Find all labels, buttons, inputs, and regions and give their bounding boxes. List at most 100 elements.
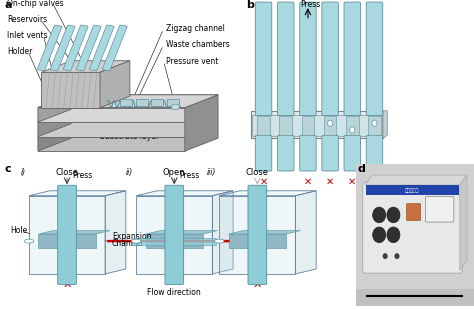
Text: Tinfoil layer: Tinfoil layer [100, 114, 145, 123]
Bar [252, 115, 382, 136]
FancyBboxPatch shape [425, 197, 454, 222]
Bar [346, 116, 359, 135]
Bar [366, 185, 459, 195]
Polygon shape [38, 231, 110, 234]
Circle shape [131, 239, 141, 243]
FancyBboxPatch shape [58, 185, 76, 284]
Circle shape [395, 254, 399, 259]
Text: Press: Press [301, 0, 321, 9]
Polygon shape [38, 109, 71, 137]
FancyBboxPatch shape [63, 25, 88, 71]
Text: a: a [5, 0, 12, 10]
Bar [136, 99, 148, 106]
Bar [301, 116, 314, 135]
Polygon shape [212, 191, 233, 274]
Text: ✕: ✕ [304, 176, 312, 187]
Text: Zigzag channel: Zigzag channel [166, 24, 225, 33]
Text: b: b [246, 0, 255, 10]
Polygon shape [38, 122, 185, 137]
Circle shape [24, 239, 34, 243]
FancyBboxPatch shape [344, 2, 361, 116]
FancyBboxPatch shape [248, 185, 267, 284]
Text: ✕: ✕ [326, 176, 334, 187]
Circle shape [373, 227, 386, 243]
Bar [120, 99, 132, 106]
Bar [356, 164, 474, 289]
Text: Close: Close [246, 167, 269, 176]
Circle shape [372, 120, 377, 126]
Text: Press: Press [72, 171, 92, 180]
FancyBboxPatch shape [322, 135, 338, 171]
Text: Pressure vent: Pressure vent [166, 57, 218, 66]
Text: Reservoirs: Reservoirs [7, 15, 47, 24]
Circle shape [350, 127, 355, 133]
Circle shape [328, 120, 333, 126]
Text: i): i) [20, 167, 26, 176]
Polygon shape [365, 175, 467, 185]
Text: ii): ii) [126, 167, 133, 176]
Polygon shape [38, 95, 218, 108]
Bar [356, 289, 474, 306]
FancyBboxPatch shape [300, 2, 316, 116]
Text: Fluidic layer: Fluidic layer [100, 97, 146, 106]
Polygon shape [38, 137, 185, 151]
Text: Waste chambers: Waste chambers [166, 40, 229, 49]
Text: 压力控制器: 压力控制器 [405, 188, 419, 193]
Bar [152, 99, 163, 106]
Polygon shape [185, 95, 218, 151]
Text: Inlet vents: Inlet vents [7, 31, 48, 40]
Circle shape [383, 254, 387, 259]
Polygon shape [219, 191, 316, 196]
FancyBboxPatch shape [255, 2, 272, 116]
Bar [132, 238, 216, 245]
Text: ✕: ✕ [63, 280, 72, 290]
Bar [368, 116, 381, 135]
Bar [167, 99, 179, 106]
Polygon shape [383, 111, 387, 138]
Text: Press: Press [180, 171, 200, 180]
FancyBboxPatch shape [89, 25, 114, 71]
Polygon shape [41, 61, 130, 72]
Bar [29, 196, 105, 274]
Text: Close: Close [55, 167, 79, 176]
Text: ✕: ✕ [370, 176, 379, 187]
Text: d: d [358, 164, 366, 174]
Text: Hole: Hole [10, 226, 27, 235]
Polygon shape [295, 191, 316, 274]
Text: Holder: Holder [7, 47, 33, 56]
FancyBboxPatch shape [277, 135, 294, 171]
FancyBboxPatch shape [344, 135, 361, 171]
FancyBboxPatch shape [277, 2, 294, 116]
Circle shape [171, 104, 180, 110]
Polygon shape [136, 191, 233, 196]
Polygon shape [146, 231, 218, 234]
FancyBboxPatch shape [322, 2, 338, 116]
Polygon shape [229, 231, 301, 234]
Polygon shape [460, 175, 467, 270]
Polygon shape [41, 72, 100, 108]
Polygon shape [105, 191, 126, 274]
FancyBboxPatch shape [165, 185, 183, 284]
Bar [229, 234, 286, 248]
Bar [257, 116, 270, 135]
FancyBboxPatch shape [102, 25, 127, 71]
FancyBboxPatch shape [300, 135, 316, 171]
Polygon shape [38, 108, 185, 122]
FancyBboxPatch shape [366, 135, 383, 171]
Text: Open: Open [163, 167, 186, 176]
FancyBboxPatch shape [76, 25, 101, 71]
Text: On-chip valves: On-chip valves [7, 0, 64, 8]
FancyBboxPatch shape [363, 182, 462, 273]
Circle shape [373, 207, 386, 223]
Circle shape [387, 227, 400, 243]
FancyBboxPatch shape [50, 25, 75, 71]
Bar [38, 234, 96, 248]
Circle shape [387, 207, 400, 223]
FancyBboxPatch shape [366, 2, 383, 116]
FancyBboxPatch shape [255, 135, 272, 171]
Text: c: c [5, 164, 11, 174]
Text: iii): iii) [207, 167, 216, 176]
Polygon shape [100, 61, 130, 108]
Bar [251, 111, 383, 138]
Polygon shape [38, 95, 71, 122]
